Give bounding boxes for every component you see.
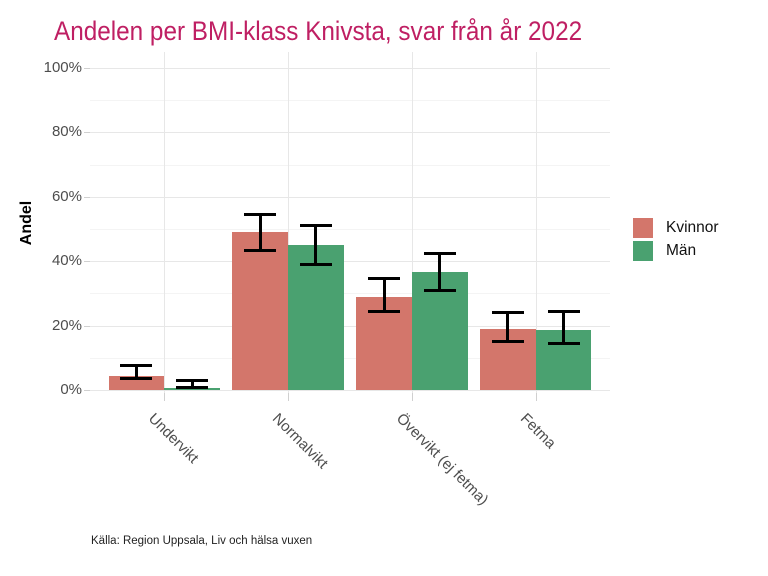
gridline-minor	[90, 164, 610, 166]
y-tick-label: 20%	[51, 316, 82, 334]
gridline-major	[90, 261, 610, 263]
y-tick-label: 40%	[51, 252, 82, 270]
error-bar-line	[314, 227, 318, 264]
y-tick-label: 80%	[51, 123, 82, 141]
gridline-vertical-undervikt	[164, 52, 166, 393]
gridline-major	[90, 325, 610, 327]
bar-man-overvikt-ej-fetma	[411, 272, 468, 390]
y-tick-mark	[84, 196, 90, 198]
x-tick-mark	[288, 393, 290, 401]
error-bar-line	[190, 381, 194, 387]
error-bar-line	[258, 215, 262, 249]
bar-kvinnor-normalvikt	[232, 232, 289, 390]
error-bar-man-normalvikt	[299, 224, 332, 267]
error-bar-man-fetma	[547, 309, 580, 345]
gridline-major	[90, 68, 610, 69]
y-tick-label: 100%	[43, 59, 82, 76]
error-bar-line	[506, 314, 510, 341]
source-caption: Källa: Region Uppsala, Liv och hälsa vux…	[91, 535, 313, 547]
x-tick-label-normalvikt: Normalvikt	[269, 410, 332, 473]
legend-label-kvinnor: Kvinnor	[666, 219, 719, 236]
chart-title: Andelen per BMI-klass Knivsta, svar från…	[54, 16, 583, 46]
legend-item-man: Män	[633, 241, 719, 261]
gridline-minor	[90, 357, 610, 359]
error-bar-line	[382, 280, 386, 310]
error-bar-man-undervikt	[176, 378, 209, 390]
plot-panel	[90, 52, 610, 393]
legend-label-man: Män	[666, 242, 697, 259]
gridline-minor	[90, 293, 610, 295]
gridline-major	[90, 196, 610, 198]
gridline-minor	[90, 229, 610, 230]
gridline-vertical-overvikt-ej-fetma	[411, 52, 413, 393]
error-bar-kvinnor-undervikt	[120, 364, 153, 381]
error-bar-kvinnor-overvikt-ej-fetma	[368, 277, 401, 313]
y-axis-title: Andel	[18, 200, 35, 246]
error-bar-kvinnor-fetma	[491, 311, 524, 344]
x-tick-mark	[535, 393, 537, 401]
gridline-vertical-normalvikt	[288, 52, 290, 393]
legend-item-kvinnor: Kvinnor	[633, 218, 719, 238]
y-tick-mark	[84, 132, 90, 134]
error-bar-man-overvikt-ej-fetma	[423, 251, 456, 292]
bar-man-normalvikt	[288, 245, 344, 390]
y-tick-mark	[84, 325, 90, 327]
error-bar-kvinnor-normalvikt	[244, 212, 277, 252]
y-tick-mark	[84, 68, 90, 69]
legend-swatch-kvinnor	[633, 218, 653, 238]
x-tick-mark	[164, 393, 166, 401]
y-tick-label: 60%	[51, 187, 82, 205]
legend: Kvinnor Män	[633, 218, 719, 264]
error-bar-line	[562, 312, 566, 342]
gridline-vertical-fetma	[535, 52, 537, 393]
y-tick-mark	[84, 390, 90, 391]
gridline-minor	[90, 100, 610, 102]
x-tick-label-undervikt: Undervikt	[145, 410, 203, 467]
x-tick-mark	[411, 393, 413, 401]
x-tick-label-fetma: Fetma	[516, 410, 559, 453]
x-tick-label-overvikt-ej-fetma: Övervikt (ej fetma)	[392, 410, 492, 509]
error-bar-line	[134, 367, 138, 378]
y-tick-mark	[84, 261, 90, 263]
gridline-major	[90, 132, 610, 134]
legend-swatch-man	[633, 241, 653, 261]
error-bar-line	[438, 254, 442, 289]
y-tick-label: 0%	[60, 381, 82, 398]
gridline-major	[90, 390, 610, 391]
